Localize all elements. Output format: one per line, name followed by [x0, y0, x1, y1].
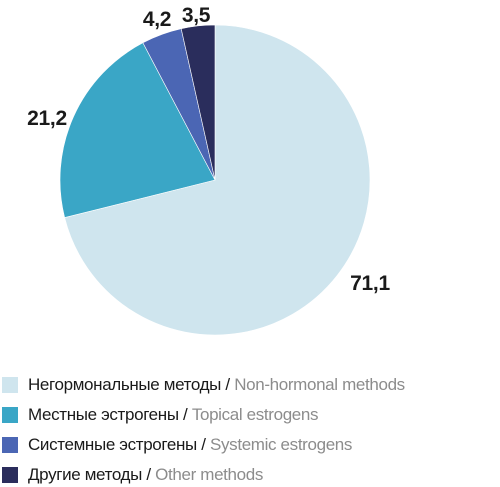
legend-label-en: Topical estrogens — [191, 405, 319, 424]
legend-label-ru: Другие методы — [28, 465, 142, 484]
data-label-non-hormonal: 71,1 — [350, 272, 390, 295]
legend-label-systemic-estrogens: Системные эстрогены / Systemic estrogens — [28, 435, 352, 455]
legend-label-en: Other methods — [155, 465, 264, 484]
legend-label-en: Non-hormonal methods — [234, 375, 405, 394]
legend-item-topical-estrogens: Местные эстрогены / Topical estrogens — [2, 400, 500, 430]
legend-swatch-non-hormonal — [2, 377, 18, 393]
legend-separator: / — [178, 405, 192, 424]
legend-item-other-methods: Другие методы / Other methods — [2, 460, 500, 487]
pie-slice-topical-estrogens — [59, 42, 216, 218]
data-label-other-methods: 3,5 — [182, 4, 211, 27]
data-label-topical-estrogens: 21,2 — [27, 107, 67, 130]
legend-swatch-other-methods — [2, 467, 18, 483]
legend-label-en: Systemic estrogens — [210, 435, 353, 454]
legend-label-ru: Негормональные методы — [28, 375, 222, 394]
legend-label-ru: Местные эстрогены — [28, 405, 179, 424]
pie-chart: 71,1 21,2 4,2 3,5 — [27, 4, 391, 336]
legend-item-systemic-estrogens: Системные эстрогены / Systemic estrogens — [2, 430, 500, 460]
legend-label-ru: Системные эстрогены — [28, 435, 197, 454]
pie-slice-other-methods — [180, 24, 216, 181]
legend-separator: / — [196, 435, 211, 454]
legend-item-non-hormonal: Негормональные методы / Non-hormonal met… — [2, 370, 500, 400]
legend-label-topical-estrogens: Местные эстрогены / Topical estrogens — [28, 405, 319, 425]
legend: Негормональные методы / Non-hormonal met… — [2, 370, 500, 487]
legend-separator: / — [221, 375, 235, 394]
legend-label-non-hormonal: Негормональные методы / Non-hormonal met… — [28, 375, 405, 395]
data-label-systemic-estrogens: 4,2 — [143, 8, 171, 31]
legend-swatch-topical-estrogens — [2, 407, 18, 423]
legend-label-other-methods: Другие методы / Other methods — [28, 465, 263, 485]
legend-separator: / — [142, 465, 156, 484]
legend-swatch-systemic-estrogens — [2, 437, 18, 453]
pie-slice-non-hormonal — [64, 24, 371, 336]
